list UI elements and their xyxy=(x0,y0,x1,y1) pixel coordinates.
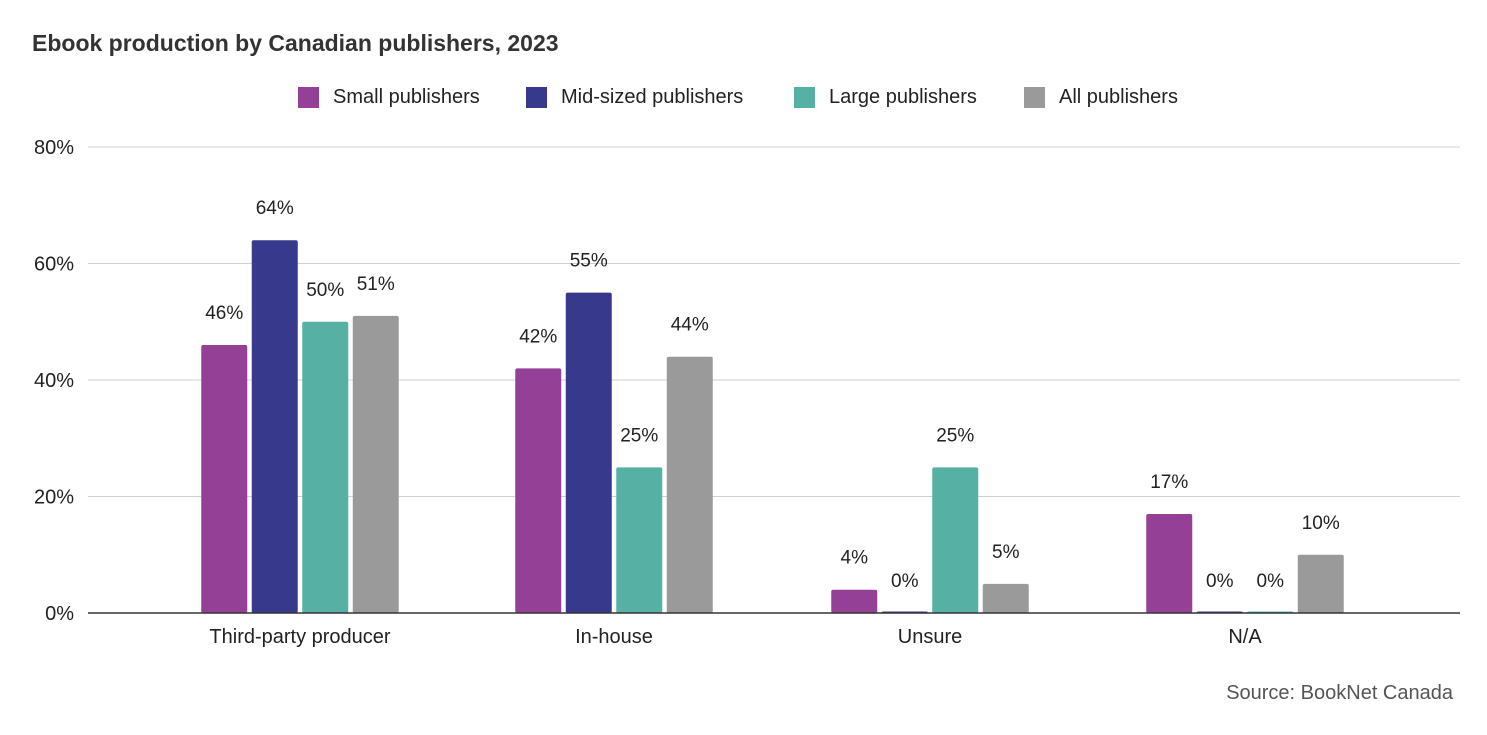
data-label: 5% xyxy=(992,542,1020,563)
bar xyxy=(251,240,298,613)
legend-swatch xyxy=(1024,86,1045,108)
legend-item: Small publishers xyxy=(298,84,480,110)
legend-label: Mid-sized publishers xyxy=(561,85,744,108)
y-tick-label: 40% xyxy=(34,370,74,392)
legend-label: Large publishers xyxy=(829,85,977,108)
y-tick-label: 0% xyxy=(45,603,74,625)
data-label: 0% xyxy=(1206,571,1234,592)
source-note: Source: BookNet Canada xyxy=(1226,682,1453,704)
data-label: 51% xyxy=(357,274,395,295)
y-tick-label: 60% xyxy=(34,254,74,276)
bar xyxy=(616,467,663,613)
data-label: 0% xyxy=(891,571,919,592)
bar xyxy=(1297,554,1344,613)
data-label: 46% xyxy=(205,303,243,324)
data-label: 42% xyxy=(519,326,557,347)
legend-item: Large publishers xyxy=(794,84,977,110)
x-tick-label: Unsure xyxy=(898,626,962,648)
bar xyxy=(932,467,979,613)
bar xyxy=(302,321,349,613)
bar xyxy=(1146,513,1193,613)
legend-label: All publishers xyxy=(1059,85,1178,108)
legend-item: Mid-sized publishers xyxy=(526,84,743,110)
data-label: 50% xyxy=(306,280,344,301)
y-tick-label: 20% xyxy=(34,487,74,509)
x-tick-label: N/A xyxy=(1228,626,1262,648)
legend-label: Small publishers xyxy=(333,85,480,108)
legend: Small publishers Mid-sized publishers Larg… xyxy=(0,84,1487,110)
bar xyxy=(352,315,399,613)
legend-swatch xyxy=(298,86,319,108)
data-label: 25% xyxy=(936,425,974,446)
data-label: 4% xyxy=(841,548,869,569)
data-label: 0% xyxy=(1257,571,1285,592)
data-label: 64% xyxy=(256,198,294,219)
data-label: 17% xyxy=(1150,472,1188,493)
data-label: 10% xyxy=(1302,513,1340,534)
y-tick-label: 80% xyxy=(34,137,74,159)
bar xyxy=(831,589,878,613)
data-label: 25% xyxy=(620,425,658,446)
bar xyxy=(982,583,1029,613)
bar xyxy=(201,345,248,613)
bar xyxy=(515,368,562,613)
legend-swatch xyxy=(526,86,547,108)
legend-swatch xyxy=(794,86,815,108)
x-tick-label: Third-party producer xyxy=(209,626,391,648)
bar xyxy=(666,356,713,613)
x-tick-label: In-house xyxy=(575,626,653,648)
bar xyxy=(565,292,612,613)
data-label: 44% xyxy=(671,315,709,336)
chart-title: Ebook production by Canadian publishers,… xyxy=(32,30,559,56)
legend-item: All publishers xyxy=(1024,84,1178,110)
data-label: 55% xyxy=(570,251,608,272)
